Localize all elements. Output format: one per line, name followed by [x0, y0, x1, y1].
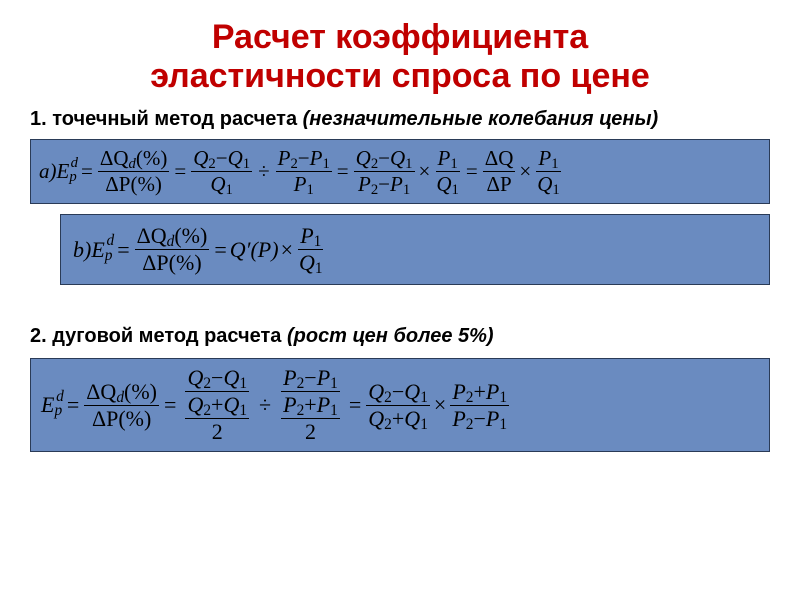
q-prime: Q′(P) — [230, 237, 279, 263]
frac-arc-ratio1: Q2 − Q1 Q2 + Q1 — [364, 379, 432, 432]
section-2-heading: 2. дуговой метод расчета (рост цен более… — [30, 325, 770, 348]
formula-arc-box: Epd = ΔQd(%) ΔP(%) = Q2 − Q1 Q2 + Q1 2 ÷ — [30, 358, 770, 452]
lhs-E-b: Epd — [91, 237, 114, 263]
frac-Q2mQ1-Q1: Q2 − Q1 Q1 — [189, 146, 254, 197]
formula-b-row: b) Epd = ΔQd(%) ΔP(%) = Q′(P) × P1 Q1 — [30, 214, 770, 285]
formula-a-box: a) Epd = ΔQd(%) ΔP(%) = Q2 − Q1 Q1 ÷ P2 … — [30, 139, 770, 204]
formula-a-row: a) Epd = ΔQd(%) ΔP(%) = Q2 − Q1 Q1 ÷ P2 … — [30, 139, 770, 204]
section-2-italic: (рост цен более 5%) — [287, 325, 494, 347]
section-2-prefix: 2. дуговой метод расчета — [30, 325, 287, 347]
title-line-2: эластичности спроса по цене — [150, 57, 650, 95]
frac-arc-P: P2 − P1 P2 + P1 2 — [275, 365, 346, 445]
frac-P2mP1-P1: P2 − P1 P1 — [274, 146, 334, 197]
section-1-heading: 1. точечный метод расчета (незначительны… — [30, 108, 770, 131]
frac-dQ-dP-pc: ΔQd(%) ΔP(%) — [96, 146, 172, 197]
slide: Расчет коэффициента эластичности спроса … — [0, 0, 800, 600]
section-1-prefix: 1. точечный метод расчета — [30, 108, 303, 130]
section-1-italic: (незначительные колебания цены) — [303, 108, 659, 130]
slide-title: Расчет коэффициента эластичности спроса … — [30, 18, 770, 96]
frac-arc-ratio2: P2 + P1 P2 − P1 — [448, 379, 511, 432]
formula-b-box: b) Epd = ΔQd(%) ΔP(%) = Q′(P) × P1 Q1 — [60, 214, 770, 285]
frac-Q-ratio: Q2 − Q1 P2 − P1 — [352, 146, 417, 197]
frac-dQ-dP-pc-arc: ΔQd(%) ΔP(%) — [82, 379, 161, 432]
label-b: b) — [73, 237, 91, 263]
frac-arc-Q: Q2 − Q1 Q2 + Q1 2 — [179, 365, 255, 445]
frac-dQ-dP: ΔQ ΔP — [481, 146, 518, 197]
frac-dQ-dP-pc-b: ΔQd(%) ΔP(%) — [133, 223, 212, 276]
formula-arc-row: Epd = ΔQd(%) ΔP(%) = Q2 − Q1 Q2 + Q1 2 ÷ — [30, 358, 770, 452]
label-a: a) — [39, 159, 57, 184]
lhs-E: Epd — [57, 159, 79, 184]
lhs-E-arc: Epd — [41, 392, 64, 418]
frac-P1-Q1-2: P1 Q1 — [533, 146, 564, 197]
frac-P1-Q1-b: P1 Q1 — [295, 223, 327, 276]
frac-P1-Q1: P1 Q1 — [432, 146, 463, 197]
title-line-1: Расчет коэффициента — [212, 18, 588, 56]
